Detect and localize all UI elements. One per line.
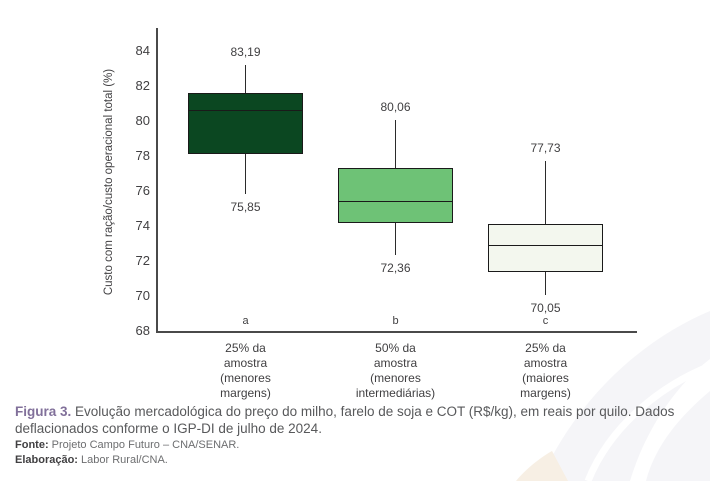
group-category-label: 25% da amostra (maiores margens) <box>520 341 571 400</box>
y-tick-label: 70 <box>135 288 150 303</box>
source-text: Projeto Campo Futuro – CNA/SENAR. <box>51 439 240 451</box>
leaf-watermark-decoration <box>516 311 710 481</box>
group-letter: a <box>242 315 249 327</box>
whisker-low-label: 70,05 <box>530 301 561 316</box>
elaboration-label: Elaboração: <box>15 454 78 466</box>
boxplot-plot: Custo com ração/custo operacional total … <box>103 28 637 400</box>
y-axis-line <box>156 28 158 333</box>
caption-main-text: Figura 3. Evolução mercadológica do preç… <box>15 403 703 437</box>
group-letter: b <box>392 315 399 327</box>
box <box>188 93 303 155</box>
whisker-high-label: 77,73 <box>530 140 561 155</box>
y-tick-label: 76 <box>135 183 150 198</box>
caption-source-line: Fonte: Projeto Campo Futuro – CNA/SENAR. <box>15 439 703 452</box>
median-line <box>488 244 603 246</box>
caption-elaboration-line: Elaboração: Labor Rural/CNA. <box>15 454 703 467</box>
group-letter: c <box>542 315 549 327</box>
y-tick-label: 74 <box>135 218 150 233</box>
figure-number-label: Figura 3. <box>15 404 72 419</box>
group-category-label: 25% da amostra (menores margens) <box>220 341 271 400</box>
y-tick-label: 68 <box>135 323 150 338</box>
box <box>338 168 453 223</box>
whisker-low-label: 75,85 <box>230 199 261 214</box>
median-line <box>338 200 453 203</box>
y-tick-label: 78 <box>135 148 150 163</box>
box <box>488 224 603 272</box>
whisker-low-label: 72,36 <box>380 260 411 275</box>
y-tick-label: 84 <box>135 43 150 58</box>
source-label: Fonte: <box>15 439 49 451</box>
elaboration-text: Labor Rural/CNA. <box>81 454 168 466</box>
group-category-label: 50% da amostra (menores intermediárias) <box>355 341 436 400</box>
x-axis-line <box>156 331 637 333</box>
median-line <box>188 109 303 112</box>
figure-caption: Figura 3. Evolução mercadológica do preç… <box>15 403 703 467</box>
caption-description: Evolução mercadológica do preço do milho… <box>15 404 675 436</box>
y-tick-label: 80 <box>135 113 150 128</box>
y-tick-label: 82 <box>135 78 150 93</box>
whisker-high-label: 83,19 <box>230 45 261 60</box>
whisker-high-label: 80,06 <box>380 99 411 114</box>
y-tick-label: 72 <box>135 253 150 268</box>
